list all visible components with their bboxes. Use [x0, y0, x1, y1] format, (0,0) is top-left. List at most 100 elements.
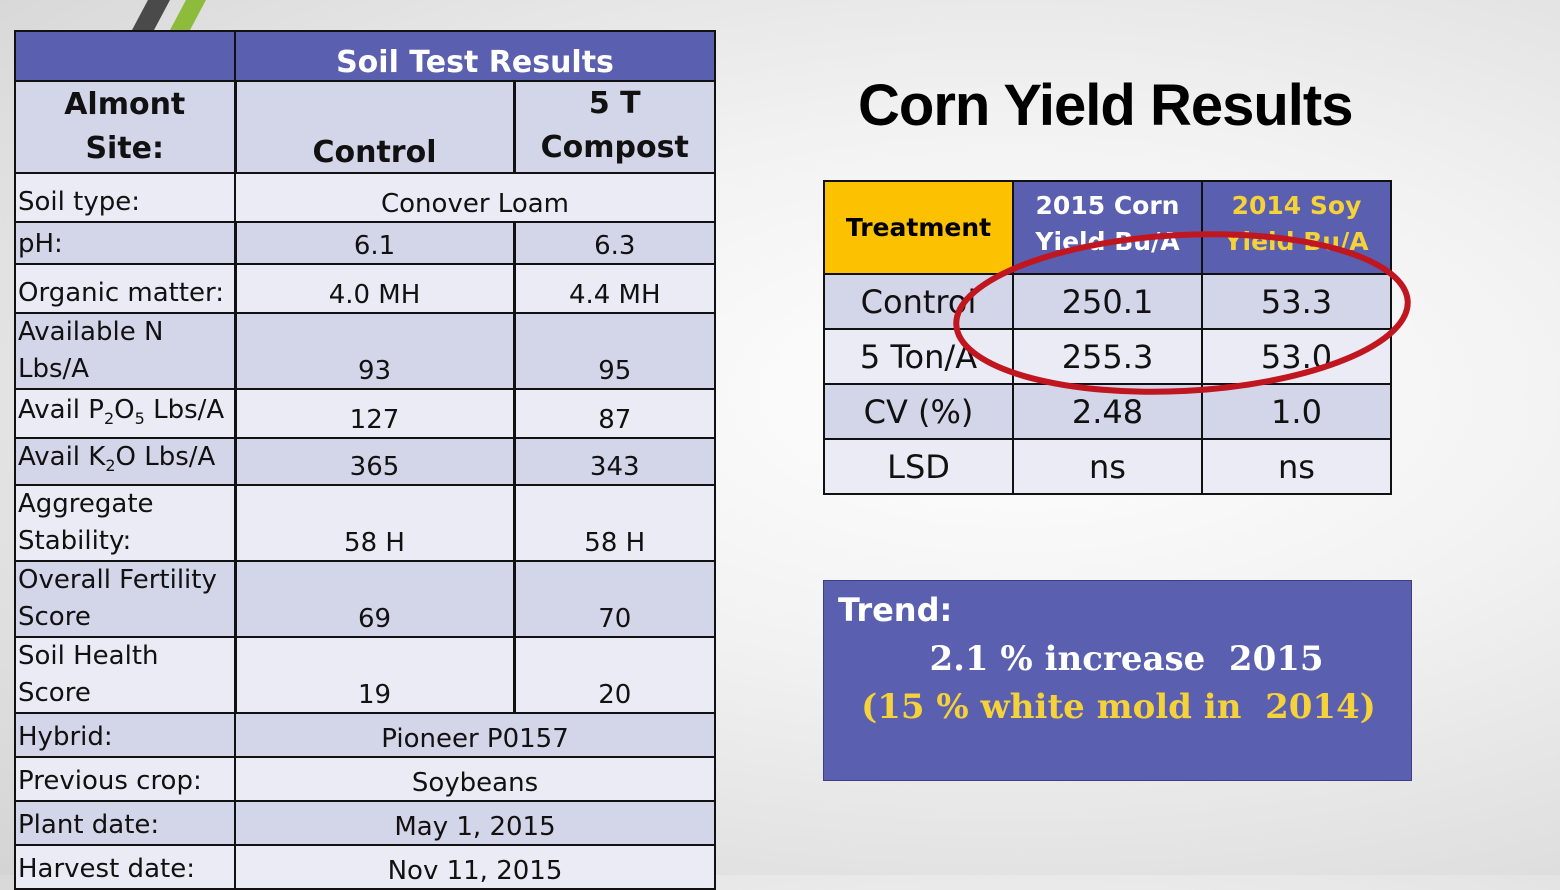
compost-value: 20: [512, 636, 716, 715]
compost-value: 87: [512, 388, 716, 439]
compost-value: 70: [512, 560, 716, 639]
row-label: pH:: [14, 221, 236, 265]
table-row: pH: 6.1 6.3: [14, 221, 716, 265]
row-label: Available N Lbs/A: [14, 312, 236, 390]
soil-test-table: Soil Test Results Almont Site: Control 5…: [14, 30, 716, 890]
page-title: Corn Yield Results: [858, 73, 1353, 138]
corn-yield-cell: ns: [1012, 438, 1203, 495]
compost-header-line1: 5 T: [588, 86, 641, 121]
table-row: Treatment 2015 Corn Yield Bu/A 2014 Soy …: [823, 180, 1392, 275]
row-value: May 1, 2015: [234, 800, 716, 847]
header-line2: Yield Bu/A: [1035, 227, 1180, 256]
treatment-cell: CV (%): [823, 383, 1014, 440]
control-value: 6.1: [233, 221, 515, 265]
header-line2: Yield Bu/A: [1224, 227, 1369, 256]
treatment-cell: Control: [823, 273, 1014, 330]
label-part: Avail P: [18, 394, 104, 425]
corn-yield-cell: 2.48: [1012, 383, 1203, 440]
control-value: 69: [233, 560, 515, 639]
row-label-line2: Lbs/A: [18, 354, 90, 384]
table-row: Hybrid: Pioneer P0157: [14, 712, 716, 759]
table-row: Aggregate Stability: 58 H 58 H: [14, 484, 716, 563]
control-value: 365: [233, 436, 515, 487]
row-label: Soil Health Score: [14, 636, 236, 715]
soy-yield-cell: 1.0: [1201, 383, 1392, 440]
row-value: Conover Loam: [234, 172, 716, 223]
row-label: Avail K2O Lbs/A: [14, 436, 236, 487]
trend-label: Trend:: [838, 591, 953, 629]
treatment-header: Treatment: [823, 180, 1014, 275]
table-row: Avail K2O Lbs/A 365 343: [14, 436, 716, 487]
table-row: Plant date: May 1, 2015: [14, 800, 716, 847]
table-row: CV (%) 2.48 1.0: [823, 383, 1392, 440]
control-value: 4.0 MH: [233, 263, 515, 314]
row-label-line2: Stability:: [18, 526, 132, 557]
table-row: Soil Health Score 19 20: [14, 636, 716, 715]
row-label: Avail P2O5 Lbs/A: [14, 388, 236, 439]
table-row: 5 Ton/A 255.3 53.0: [823, 328, 1392, 385]
trend-box: Trend: 2.1 % increase 2015 (15 % white m…: [823, 580, 1412, 781]
soil-table-title: Soil Test Results: [234, 30, 716, 82]
table-row: Soil type: Conover Loam: [14, 172, 716, 223]
table-row: Avail P2O5 Lbs/A 127 87: [14, 388, 716, 439]
trend-line1: 2.1 % increase 2015: [929, 639, 1324, 679]
subscript: 2: [105, 456, 116, 476]
row-label: Aggregate Stability:: [14, 484, 236, 563]
row-label: Hybrid:: [14, 712, 236, 759]
control-value: 93: [233, 312, 515, 390]
label-part: O: [114, 394, 135, 425]
header-line1: 2014 Soy: [1231, 191, 1362, 220]
table-row: Almont Site: Control 5 T Compost: [14, 80, 716, 174]
row-value: Soybeans: [234, 756, 716, 803]
trend-line2: (15 % white mold in 2014): [861, 687, 1376, 727]
row-label: Previous crop:: [14, 756, 236, 803]
row-value: Nov 11, 2015: [234, 844, 716, 890]
label-part: Avail K: [18, 442, 106, 472]
row-label-line1: Available N: [18, 317, 164, 347]
row-label: Overall Fertility Score: [14, 560, 236, 639]
row-label-line1: Aggregate: [18, 489, 154, 520]
compost-value: 4.4 MH: [512, 263, 716, 314]
control-value: 127: [233, 388, 515, 439]
table-row: Soil Test Results: [14, 30, 716, 82]
treatment-cell: LSD: [823, 438, 1014, 495]
compost-value: 95: [512, 312, 716, 390]
control-value: 19: [233, 636, 515, 715]
treatment-cell: 5 Ton/A: [823, 328, 1014, 385]
soy-yield-cell: 53.3: [1201, 273, 1392, 330]
soy-yield-header: 2014 Soy Yield Bu/A: [1201, 180, 1392, 275]
row-label: Soil type:: [14, 172, 236, 223]
row-value: Pioneer P0157: [234, 712, 716, 759]
site-header-line1: Almont: [64, 87, 186, 122]
soy-yield-cell: ns: [1201, 438, 1392, 495]
corn-yield-cell: 255.3: [1012, 328, 1203, 385]
row-label: Organic matter:: [14, 263, 236, 314]
corner-stripe-dark: [132, 0, 170, 30]
soy-yield-cell: 53.0: [1201, 328, 1392, 385]
subscript: 5: [134, 409, 145, 428]
table-row: Harvest date: Nov 11, 2015: [14, 844, 716, 890]
compost-header-line2: Compost: [540, 130, 689, 165]
yield-table: Treatment 2015 Corn Yield Bu/A 2014 Soy …: [823, 180, 1392, 495]
compost-header: 5 T Compost: [512, 80, 716, 174]
table-row: Control 250.1 53.3: [823, 273, 1392, 330]
subscript: 2: [103, 409, 115, 428]
control-value: 58 H: [233, 484, 515, 563]
table-row: Organic matter: 4.0 MH 4.4 MH: [14, 263, 716, 314]
control-header: Control: [233, 80, 515, 174]
compost-value: 58 H: [512, 484, 716, 563]
table-row: Previous crop: Soybeans: [14, 756, 716, 803]
site-header: Almont Site:: [14, 80, 236, 174]
table-row: LSD ns ns: [823, 438, 1392, 495]
compost-value: 343: [512, 436, 716, 487]
row-label: Harvest date:: [14, 844, 236, 890]
row-label: Plant date:: [14, 800, 236, 847]
header-line1: 2015 Corn: [1035, 191, 1180, 220]
row-label-line1: Overall Fertility: [18, 565, 217, 596]
corn-yield-header: 2015 Corn Yield Bu/A: [1012, 180, 1203, 275]
site-header-line2: Site:: [85, 131, 165, 166]
corn-yield-cell: 250.1: [1012, 273, 1203, 330]
corner-stripe-green: [170, 0, 206, 30]
row-label-line2: Score: [18, 602, 91, 633]
label-part: Lbs/A: [144, 394, 225, 425]
